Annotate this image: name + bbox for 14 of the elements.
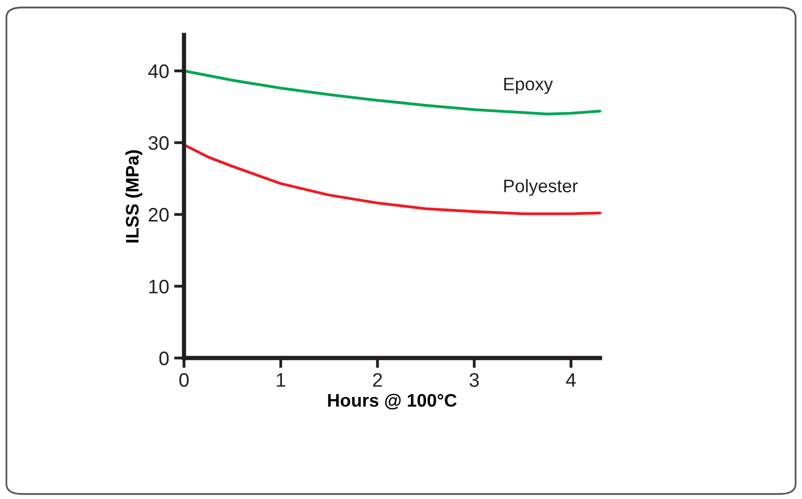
x-axis-title: Hours @ 100°C: [328, 394, 457, 410]
x-tick-label: 4: [566, 373, 576, 387]
series-label: Polyester: [504, 179, 578, 196]
y-tick-label: 20: [148, 208, 169, 222]
series-label: Epoxy: [504, 78, 553, 94]
x-tick-label: 1: [276, 373, 286, 387]
y-tick-label: 10: [149, 280, 169, 294]
y-tick-label: 0: [159, 351, 169, 366]
y-axis-title: ILSS (MPa): [125, 150, 142, 242]
x-tick-label: 0: [179, 373, 189, 387]
x-tick-label: 2: [373, 373, 382, 387]
y-tick-label: 40: [148, 64, 169, 78]
y-tick-label: 30: [148, 136, 169, 150]
x-tick-label: 3: [470, 373, 479, 387]
